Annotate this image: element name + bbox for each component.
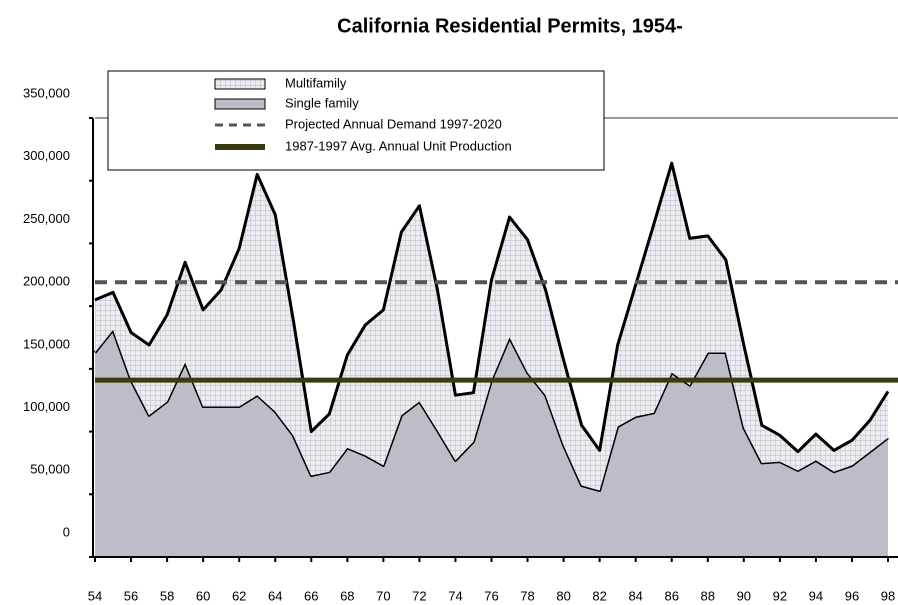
- x-tick-label: 86: [664, 588, 678, 603]
- x-tick-label: 72: [412, 588, 426, 603]
- y-tick-label: 250,000: [23, 211, 70, 226]
- x-tick-label: 78: [520, 588, 534, 603]
- x-tick-label: 60: [196, 588, 210, 603]
- y-tick-label: 0: [63, 524, 70, 539]
- x-tick-label: 76: [484, 588, 498, 603]
- x-tick-label: 68: [340, 588, 354, 603]
- x-tick-label: 62: [232, 588, 246, 603]
- x-tick-label: 84: [628, 588, 642, 603]
- area: [95, 329, 888, 557]
- area-line: [94, 161, 890, 454]
- legend-label: Projected Annual Demand 1997-2020: [285, 116, 502, 131]
- x-tick-label: 90: [737, 588, 751, 603]
- x-tick-label: 58: [160, 588, 174, 603]
- y-tick-label: 200,000: [23, 274, 70, 289]
- x-tick-label: 64: [268, 588, 282, 603]
- chart-title: California Residential Permits, 1954-: [337, 15, 683, 37]
- y-tick-label: 100,000: [23, 399, 70, 414]
- legend-swatch: [214, 98, 266, 110]
- x-tick-label: 70: [376, 588, 390, 603]
- x-tick-label: 74: [448, 588, 462, 603]
- legend-swatch: [214, 78, 266, 90]
- y-tick-label: 50,000: [30, 462, 70, 477]
- legend-label: Multifamily: [285, 75, 347, 90]
- area: [95, 163, 888, 491]
- x-tick-label: 66: [304, 588, 318, 603]
- x-tick-label: 94: [809, 588, 823, 603]
- y-tick-label: 300,000: [23, 148, 70, 163]
- x-tick-label: 82: [592, 588, 606, 603]
- x-tick-label: 80: [556, 588, 570, 603]
- y-tick-label: 150,000: [23, 336, 70, 351]
- x-tick-label: 54: [88, 588, 102, 603]
- x-tick-label: 92: [773, 588, 787, 603]
- y-tick-label: 350,000: [23, 85, 70, 100]
- x-tick-label: 98: [881, 588, 895, 603]
- x-tick-label: 56: [124, 588, 138, 603]
- x-tick-label: 88: [701, 588, 715, 603]
- x-tick-label: 96: [845, 588, 859, 603]
- legend-label: 1987-1997 Avg. Annual Unit Production: [285, 138, 512, 153]
- legend-box: [107, 70, 605, 171]
- legend-label: Single family: [285, 95, 359, 110]
